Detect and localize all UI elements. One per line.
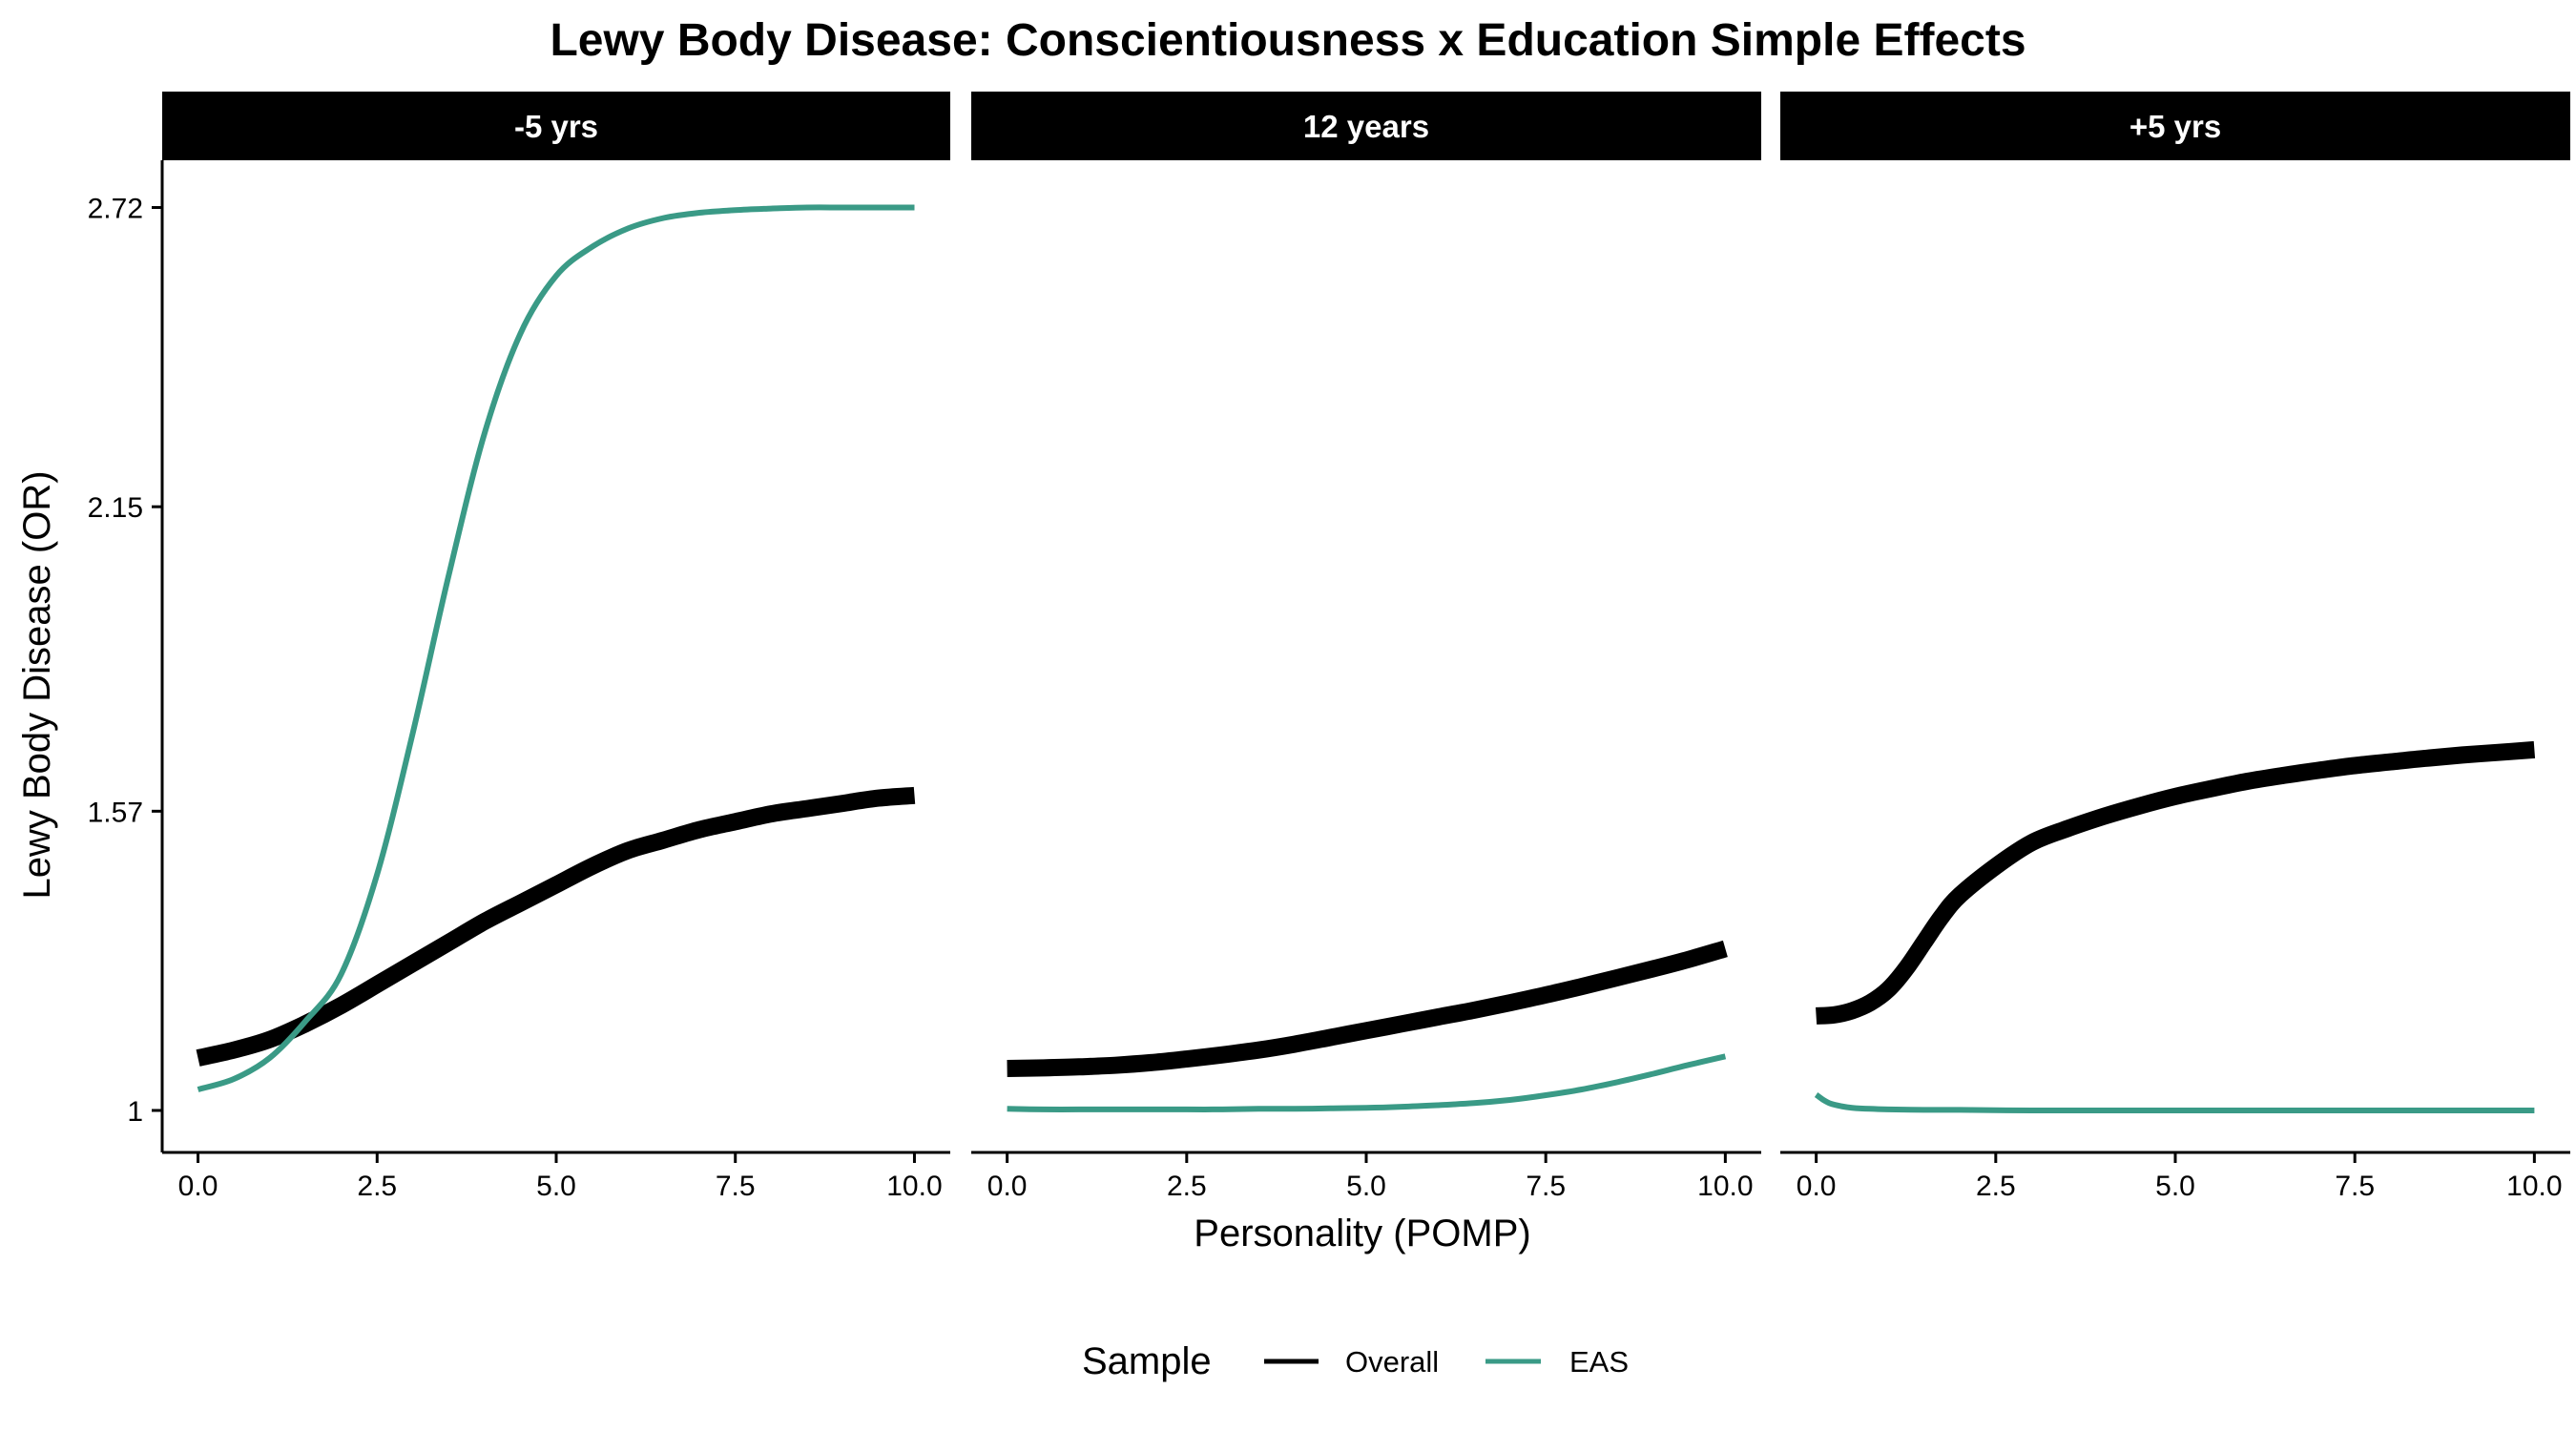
x-tick-label: 10.0 <box>2506 1171 2562 1202</box>
panel-5-yrs: +5 yrs 0.0 2.5 5.0 7.5 10.0 <box>1780 92 2570 1202</box>
legend: Sample Overall EAS <box>1082 1340 1629 1382</box>
series-line-eas <box>197 204 915 1092</box>
y-axis-title: Lewy Body Disease (OR) <box>16 470 58 899</box>
chart-title: Lewy Body Disease: Conscientiousness x E… <box>550 15 2025 66</box>
facet-strip <box>162 92 950 160</box>
x-tick-label: 0.0 <box>178 1171 218 1202</box>
series-line-eas <box>1007 1053 1727 1112</box>
x-tick-label: 2.5 <box>1167 1171 1207 1202</box>
facet-strip-label: +5 yrs <box>2129 109 2221 144</box>
series-line-overall <box>1007 940 1728 1077</box>
x-tick-label: 0.0 <box>1797 1171 1837 1202</box>
facet-strip <box>1780 92 2570 160</box>
y-tick-label: 2.15 <box>88 492 143 524</box>
x-tick-label: 7.5 <box>716 1171 756 1202</box>
y-tick-label: 1 <box>127 1096 143 1128</box>
x-tick-label: 5.0 <box>536 1171 576 1202</box>
x-tick-label: 7.5 <box>1526 1171 1566 1202</box>
x-tick-label: 0.0 <box>987 1171 1028 1202</box>
facet-strip-label: -5 yrs <box>514 109 598 144</box>
x-tick-label: 10.0 <box>886 1171 942 1202</box>
facet-strip-label: 12 years <box>1303 109 1429 144</box>
panel-12-years: 12 years 0.0 2.5 5.0 7.5 10.0 <box>971 92 1761 1202</box>
x-tick-label: 10.0 <box>1697 1171 1753 1202</box>
panel-5-yrs: -5 yrs 1 1.57 2.15 2.72 0.0 2.5 5.0 7.5 10.0 <box>88 92 950 1202</box>
x-tick-label: 5.0 <box>2155 1171 2195 1202</box>
x-tick-label: 2.5 <box>357 1171 397 1202</box>
legend-label-eas: EAS <box>1569 1345 1629 1379</box>
y-tick-label: 1.57 <box>88 797 143 828</box>
series-line-overall <box>1816 740 2536 1025</box>
x-axis-title: Personality (POMP) <box>1194 1213 1530 1255</box>
series-line-overall <box>196 786 916 1067</box>
y-tick-label: 2.72 <box>88 194 143 225</box>
legend-label-overall: Overall <box>1345 1345 1439 1379</box>
facet-strip <box>971 92 1761 160</box>
x-tick-label: 7.5 <box>2335 1171 2375 1202</box>
legend-title: Sample <box>1082 1340 1212 1382</box>
x-tick-label: 5.0 <box>1346 1171 1386 1202</box>
series-line-eas <box>1814 1092 2535 1114</box>
x-tick-label: 2.5 <box>1976 1171 2016 1202</box>
